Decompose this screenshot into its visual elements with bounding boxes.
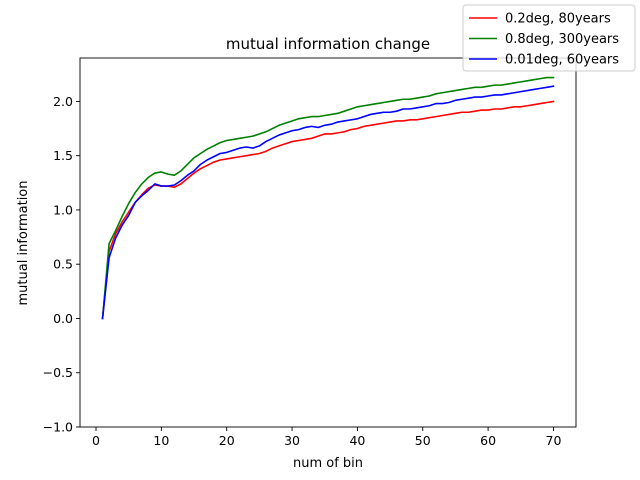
- legend-label-1: 0.8deg, 300years: [505, 32, 619, 47]
- series-line-1: [101, 76, 555, 320]
- y-tick-label: −1.0: [43, 420, 73, 435]
- series-line-2: [101, 85, 555, 320]
- chart-title: mutual information change: [226, 35, 430, 53]
- x-tick-label: 0: [92, 433, 100, 448]
- legend: 0.2deg, 80years 0.8deg, 300years 0.01deg, …: [462, 4, 636, 72]
- y-tick-label: −0.5: [43, 365, 73, 380]
- axes-frame: [79, 57, 577, 428]
- legend-label-0: 0.2deg, 80years: [505, 12, 611, 27]
- x-tick-label: 70: [546, 433, 562, 448]
- x-tick-label: 60: [480, 433, 496, 448]
- plot-area: 0 10 20 30 40 50 60 70 −1.0 −0.5 0.0 0.5 1.0 1.5 2.0: [43, 57, 577, 448]
- y-tick-label: 1.5: [53, 148, 73, 163]
- legend-label-2: 0.01deg, 60years: [505, 53, 619, 68]
- x-tick-label: 30: [284, 433, 300, 448]
- y-axis-label: mutual information: [16, 181, 31, 306]
- x-tick-label: 40: [349, 433, 365, 448]
- legend-box: [462, 4, 636, 72]
- x-tick-label: 20: [219, 433, 235, 448]
- x-tick-label: 10: [153, 433, 169, 448]
- y-tick-label: 0.5: [53, 257, 73, 272]
- x-axis-label: num of bin: [293, 456, 363, 471]
- x-tick-label: 50: [415, 433, 431, 448]
- y-tick-label: 1.0: [53, 202, 73, 217]
- y-tick-label: 2.0: [53, 94, 73, 109]
- y-tick-label: 0.0: [53, 311, 73, 326]
- series-line-0: [101, 100, 555, 320]
